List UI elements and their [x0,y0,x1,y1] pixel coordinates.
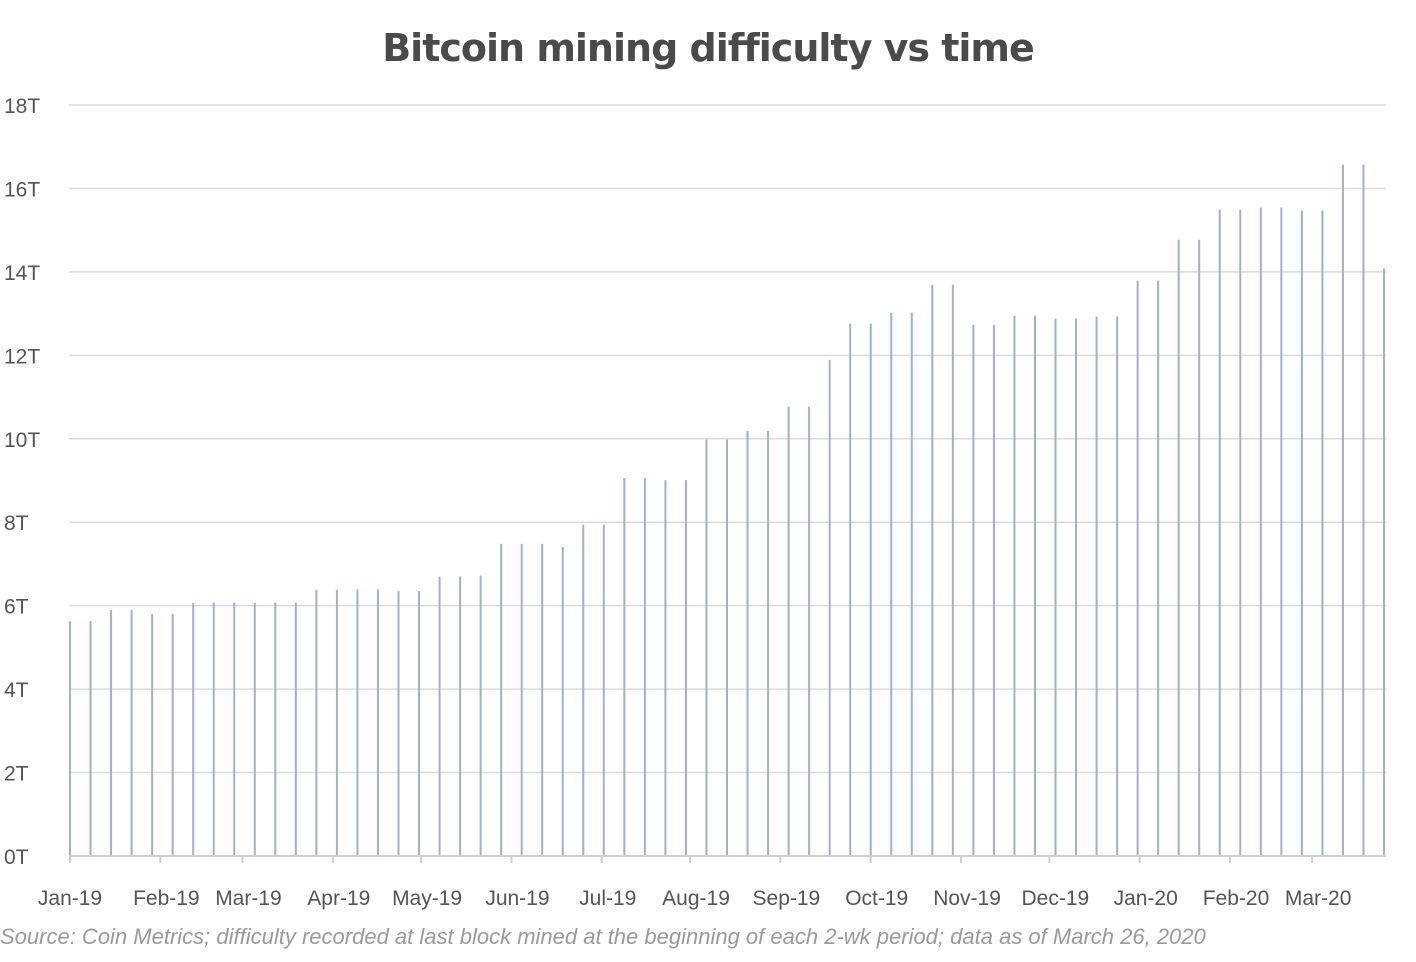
x-tick-label: Jun-19 [485,887,549,910]
x-tick-label: Feb-19 [133,887,200,910]
x-tick-label: Oct-19 [845,887,908,910]
y-tick-label: 2T [4,763,29,786]
x-tick-label: Nov-19 [933,887,1001,910]
x-tick-label: Aug-19 [662,887,730,910]
y-tick-label: 16T [4,178,40,201]
y-tick-label: 14T [4,262,40,285]
x-tick-label: Mar-19 [215,887,282,910]
y-tick-label: 0T [4,846,29,869]
y-tick-label: 6T [4,596,29,619]
y-tick-label: 10T [4,429,40,452]
x-tick-label: Apr-19 [307,887,370,910]
x-tick-label: Mar-20 [1285,887,1352,910]
source-note: Source: Coin Metrics; difficulty recorde… [0,924,1206,949]
x-tick-label: Jan-20 [1114,887,1178,910]
x-tick-label: Feb-20 [1203,887,1270,910]
x-tick-label: Dec-19 [1021,887,1089,910]
y-tick-label: 8T [4,512,29,535]
y-tick-label: 4T [4,679,29,702]
x-tick-label: Jan-19 [38,887,102,910]
x-tick-label: May-19 [392,887,462,910]
y-tick-label: 18T [4,95,40,118]
chart-title: Bitcoin mining difficulty vs time [382,26,1035,70]
x-tick-label: Jul-19 [579,887,636,910]
y-tick-label: 12T [4,345,40,368]
x-tick-label: Sep-19 [753,887,821,910]
